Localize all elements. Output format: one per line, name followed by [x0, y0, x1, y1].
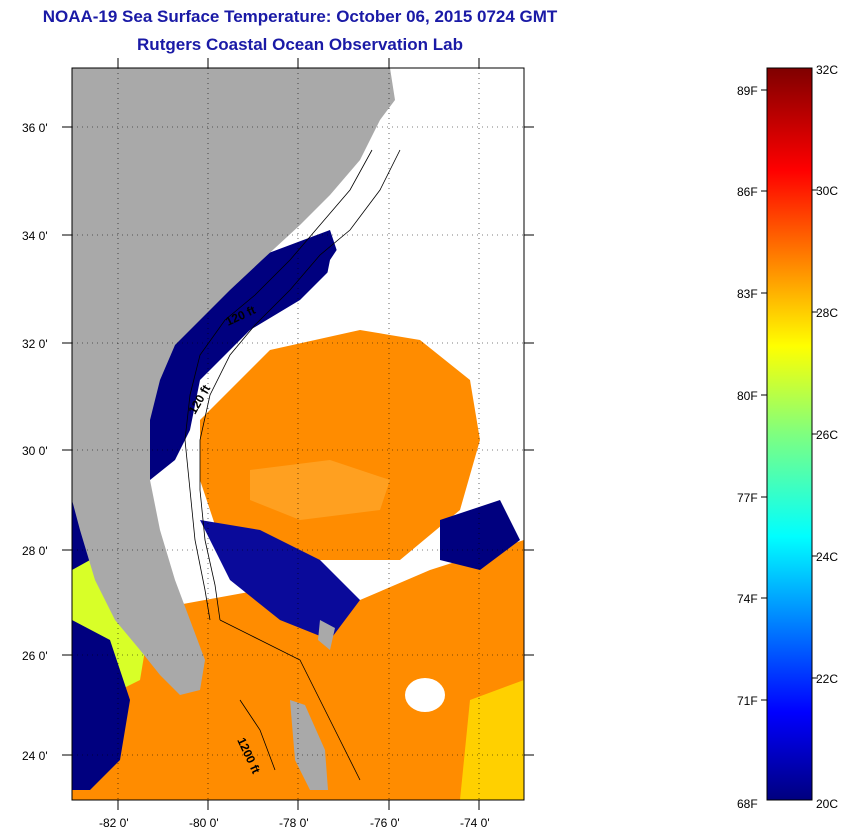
warm-water-south: [72, 540, 524, 800]
colorbar-label-74f: 74F: [737, 592, 758, 606]
land-southeast-us: [72, 68, 395, 695]
colorbar-label-28c: 28C: [816, 306, 838, 320]
lat-label-32: 32 0': [22, 337, 48, 351]
map-subtitle: Rutgers Coastal Ocean Observation Lab: [137, 35, 463, 54]
land-cuba: [290, 700, 328, 790]
lon-label-80: -80 0': [189, 816, 219, 830]
lat-label-34: 34 0': [22, 229, 48, 243]
colorbar-label-24c: 24C: [816, 550, 838, 564]
colorbar-label-20c: 20C: [816, 797, 838, 811]
depth-contours: [184, 149, 401, 781]
land-bahamas: [318, 620, 335, 650]
colorbar-label-68f: 68F: [737, 797, 758, 811]
colorbar-label-22c: 22C: [816, 672, 838, 686]
yellow-patch-se: [460, 680, 524, 800]
cold-patch-florida-shelf: [72, 620, 130, 790]
colorbar-label-83f: 83F: [737, 287, 758, 301]
map-ticks: [62, 58, 534, 810]
cold-patch-central: [200, 520, 360, 640]
lon-label-74: -74 0': [460, 816, 490, 830]
cold-patch-east: [440, 500, 520, 570]
colorbar-label-86f: 86F: [737, 185, 758, 199]
map-panel: 120 ft 120 ft 1200 ft: [22, 58, 534, 830]
colorbar-gradient: [766, 67, 813, 801]
colorbar-label-30c: 30C: [816, 184, 838, 198]
cloud-patch-east: [405, 678, 445, 712]
graticule: [72, 68, 524, 800]
cold-coastal-water: [135, 230, 340, 480]
lat-label-30: 30 0': [22, 444, 48, 458]
lat-label-26: 26 0': [22, 649, 48, 663]
warm-patch: [250, 460, 390, 520]
colorbar-label-32c: 32C: [816, 63, 838, 77]
colorbar-label-77f: 77F: [737, 491, 758, 505]
colorbar-label-71f: 71F: [737, 694, 758, 708]
lat-label-36: 36 0': [22, 121, 48, 135]
colorbar-ticks: [761, 89, 818, 701]
lat-label-24: 24 0': [22, 749, 48, 763]
lat-label-28: 28 0': [22, 544, 48, 558]
lon-label-76: -76 0': [370, 816, 400, 830]
cloud-region-north: [320, 68, 524, 460]
lon-label-82: -82 0': [99, 816, 129, 830]
colorbar-label-89f: 89F: [737, 84, 758, 98]
colorbar-label-80f: 80F: [737, 389, 758, 403]
colorbar-label-26c: 26C: [816, 428, 838, 442]
colorbar: 32C 30C 28C 26C 24C 22C 20C 89F 86F 83F …: [737, 63, 838, 811]
map-title: NOAA-19 Sea Surface Temperature: October…: [42, 7, 558, 26]
lon-label-78: -78 0': [279, 816, 309, 830]
